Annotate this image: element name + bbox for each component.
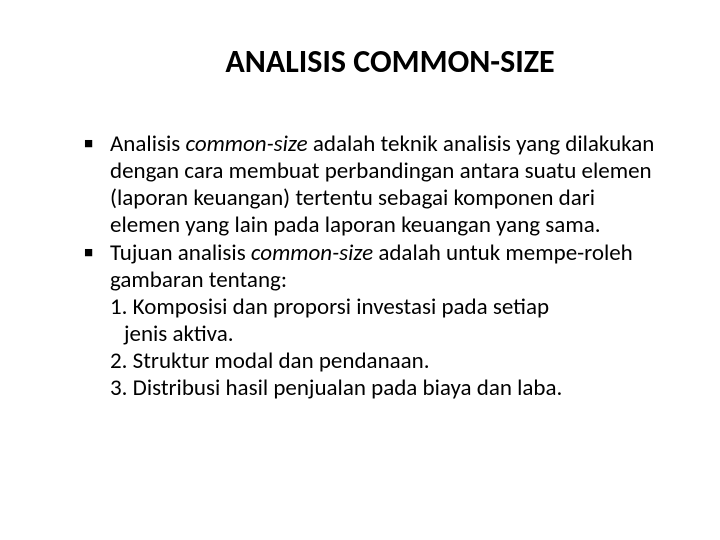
bullet-1-seg-0: Analisis xyxy=(110,130,185,158)
slide-container: ANALISIS COMMON-SIZE Analisis common-siz… xyxy=(0,0,720,540)
sub-item-1: 1. Komposisi dan proporsi investasi pada… xyxy=(110,294,660,321)
bullet-list: Analisis common-size adalah teknik anali… xyxy=(60,131,660,402)
bullet-item-2: Tujuan analisis common-size adalah untuk… xyxy=(84,240,660,403)
bullet-1-seg-1: common-size xyxy=(185,130,307,158)
sub-item-3: 3. Distribusi hasil penjualan pada biaya… xyxy=(110,375,660,402)
slide-title: ANALISIS COMMON-SIZE xyxy=(120,42,660,81)
bullet-item-1: Analisis common-size adalah teknik anali… xyxy=(84,131,660,240)
sub-item-1b: jenis aktiva. xyxy=(110,321,660,348)
sub-item-2: 2. Struktur modal dan pendanaan. xyxy=(110,348,660,375)
bullet-2-seg-0: Tujuan analisis xyxy=(110,239,251,267)
sub-list: 1. Komposisi dan proporsi investasi pada… xyxy=(110,294,660,403)
bullet-2-seg-1: common-size xyxy=(251,239,373,267)
